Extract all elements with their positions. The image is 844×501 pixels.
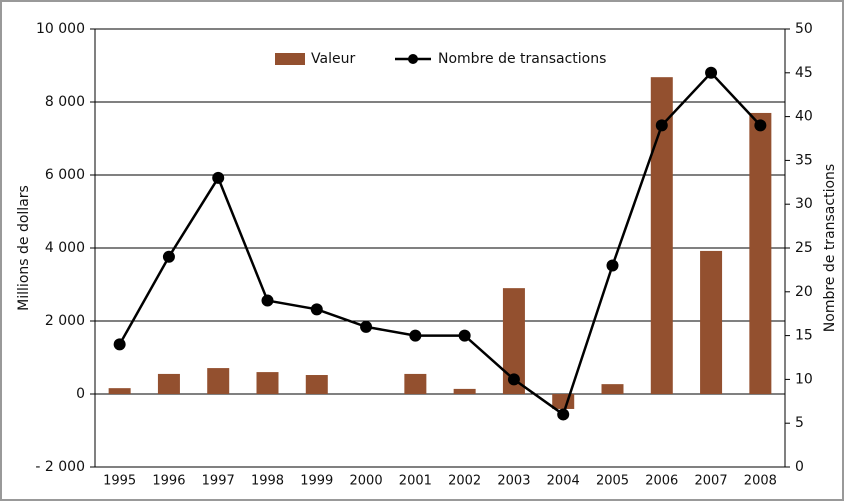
- legend-label: Valeur: [311, 51, 355, 67]
- x-tick-label: 2008: [744, 474, 777, 489]
- x-tick-label: 1997: [202, 474, 235, 489]
- x-tick-label: 1998: [251, 474, 284, 489]
- point: [310, 303, 323, 316]
- bar: [207, 368, 230, 394]
- point: [507, 373, 520, 386]
- y-axis-label: Millions de dollars: [16, 185, 32, 311]
- x-tick-label: 1999: [300, 474, 333, 489]
- y-tick-label: 10 000: [36, 21, 85, 37]
- legend-label: Nombre de transactions: [438, 51, 606, 67]
- point: [212, 171, 225, 184]
- y2-tick-label: 5: [795, 415, 804, 431]
- y2-tick-label: 10: [795, 371, 813, 387]
- y2-tick-label: 40: [795, 109, 813, 125]
- bar: [157, 373, 180, 394]
- y2-tick-label: 20: [795, 284, 813, 300]
- bar: [502, 288, 525, 394]
- bar: [552, 394, 575, 409]
- y-tick-label: 6 000: [45, 167, 85, 183]
- x-tick-label: 2004: [547, 474, 580, 489]
- bar: [256, 372, 279, 394]
- x-tick-label: 2005: [596, 474, 629, 489]
- line: [118, 70, 762, 417]
- y2-tick-label: 30: [795, 196, 813, 212]
- point: [162, 250, 175, 263]
- x-tick-label: 2002: [448, 474, 481, 489]
- x-tick-label: 2001: [399, 474, 432, 489]
- plot-border: [94, 28, 786, 468]
- point: [360, 320, 373, 333]
- y-tick-label: - 2 000: [35, 459, 85, 475]
- x-tick-label: 2000: [350, 474, 383, 489]
- y-tick-label: 2 000: [45, 313, 85, 329]
- x-tick-label: 1996: [152, 474, 185, 489]
- y2-tick-label: 50: [795, 21, 813, 37]
- x-tick-label: 1995: [103, 474, 136, 489]
- legend-swatch: [408, 54, 418, 64]
- x-tick-label: 2003: [497, 474, 530, 489]
- bar: [108, 388, 131, 394]
- y2-tick-label: 45: [795, 65, 813, 81]
- y2-axis-label: Nombre de transactions: [822, 164, 838, 332]
- x-tick-label: 2007: [695, 474, 728, 489]
- x-tick-label: 2006: [645, 474, 678, 489]
- point: [458, 329, 471, 342]
- bar: [453, 388, 476, 394]
- point: [261, 294, 274, 307]
- bar: [601, 384, 624, 394]
- point: [655, 119, 668, 132]
- point: [606, 259, 619, 272]
- y2-tick-label: 15: [795, 328, 813, 344]
- point: [705, 66, 718, 79]
- y-tick-label: 8 000: [45, 94, 85, 110]
- bar: [404, 373, 427, 394]
- bar: [700, 250, 723, 394]
- y2-tick-label: 0: [795, 459, 804, 475]
- point: [409, 329, 422, 342]
- legend-swatch: [275, 53, 305, 65]
- y-tick-label: 0: [76, 386, 85, 402]
- y-tick-label: 4 000: [45, 240, 85, 256]
- y2-tick-label: 25: [795, 240, 813, 256]
- bar: [749, 112, 772, 394]
- point: [557, 408, 570, 421]
- point: [113, 338, 126, 351]
- bar: [650, 77, 673, 395]
- point: [754, 119, 767, 132]
- y2-tick-label: 35: [795, 152, 813, 168]
- bar: [305, 375, 328, 394]
